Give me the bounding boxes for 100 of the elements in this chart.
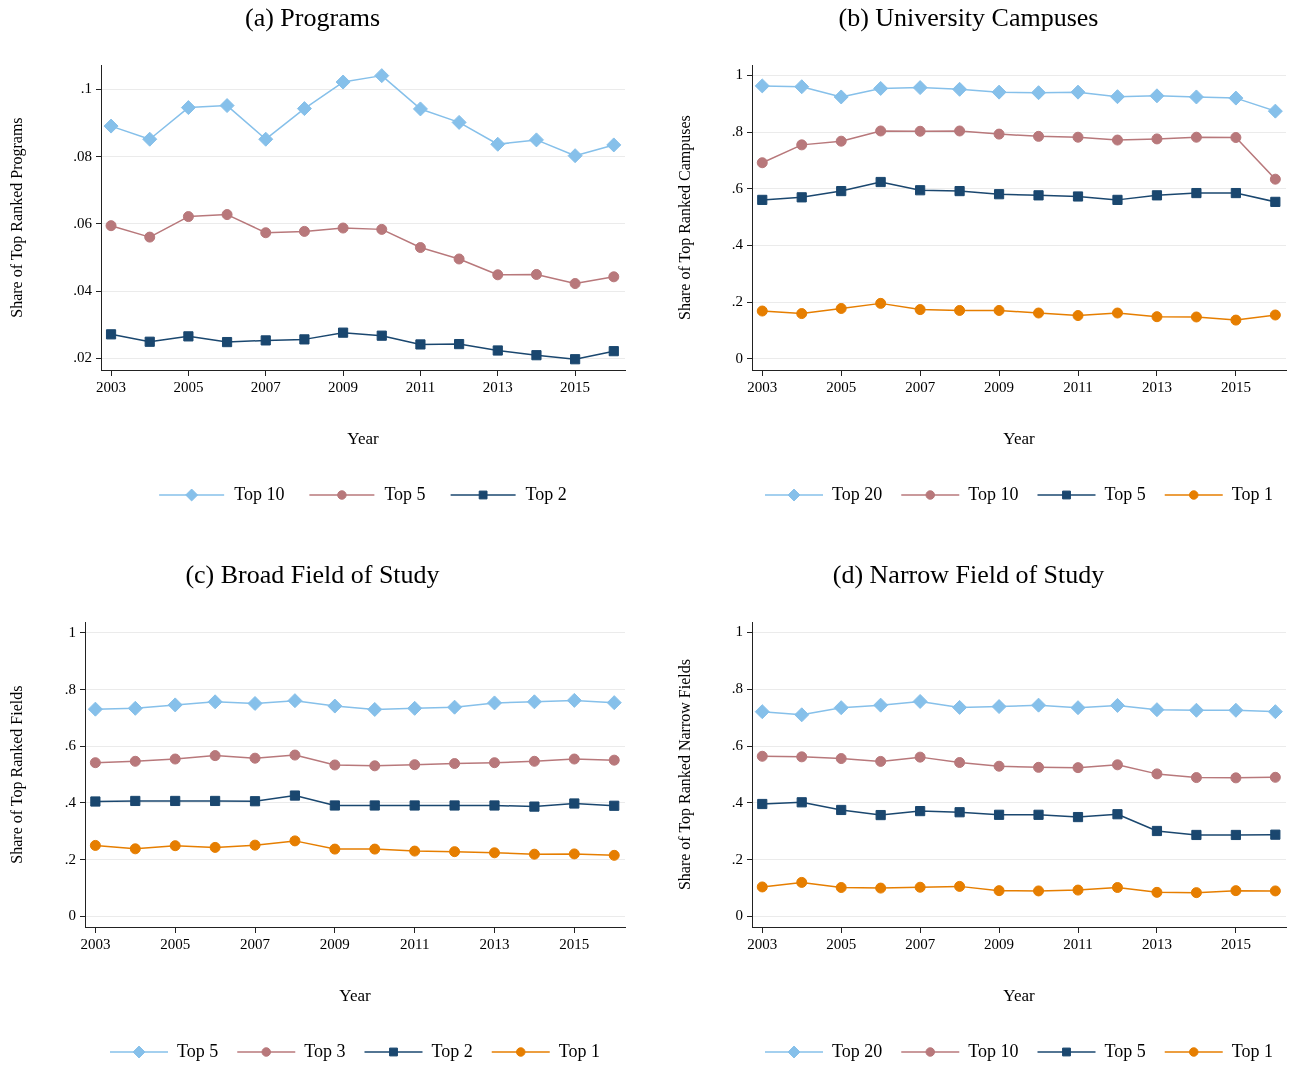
point [414, 242, 426, 254]
point [1190, 311, 1202, 323]
point [169, 753, 181, 765]
point [486, 695, 502, 711]
point [103, 118, 119, 134]
point [875, 809, 886, 821]
point [914, 881, 926, 893]
y-axis-title: Share of Top Ranked Narrow Fields [675, 659, 694, 891]
point [1151, 886, 1163, 898]
point [1112, 809, 1123, 820]
x-tick-label: 2007 [240, 935, 271, 952]
point [1269, 173, 1281, 185]
point [407, 700, 423, 716]
point [1230, 314, 1242, 326]
point [1031, 85, 1047, 101]
point [209, 841, 221, 853]
x-tick-label: 2005 [173, 378, 204, 395]
legend-label: Top 2 [431, 1040, 473, 1061]
point [754, 704, 770, 720]
point [954, 880, 966, 892]
y-tick-label: 1 [735, 66, 743, 83]
point [1190, 887, 1202, 899]
point [329, 759, 341, 771]
point [1149, 88, 1165, 104]
point [1267, 103, 1283, 119]
point [1070, 700, 1086, 716]
point [182, 211, 194, 223]
point [258, 131, 274, 147]
point [329, 843, 341, 855]
point [1230, 885, 1242, 897]
x-tick-label: 2009 [319, 935, 350, 952]
point [756, 305, 768, 317]
point [1151, 825, 1163, 837]
point [835, 882, 847, 894]
point [1033, 761, 1045, 773]
y-axis-title: Share of Top Ranked Campuses [675, 115, 694, 320]
point [249, 839, 261, 851]
point [1270, 196, 1281, 207]
point [569, 278, 581, 290]
point [875, 176, 886, 188]
point [412, 101, 428, 117]
point [489, 800, 500, 811]
point [374, 68, 390, 84]
point [528, 848, 540, 860]
point [526, 694, 542, 710]
point [915, 185, 926, 196]
x-axis-title: Year [339, 986, 371, 1006]
point [568, 753, 580, 765]
point [1269, 771, 1281, 783]
point [1072, 811, 1084, 823]
x-axis-title: Year [347, 429, 379, 449]
point [954, 125, 966, 137]
point [796, 797, 807, 808]
point [210, 795, 221, 807]
point [490, 136, 506, 152]
point [1072, 131, 1084, 143]
point [409, 800, 420, 811]
point [609, 800, 620, 811]
point [875, 755, 887, 767]
x-tick-label: 2015 [1220, 378, 1251, 395]
y-tick-label: .4 [64, 793, 77, 810]
legend-label: Top 10 [234, 483, 285, 504]
x-axis-title: Year [1003, 986, 1035, 1006]
y-tick-label: .2 [64, 850, 76, 867]
point [1269, 309, 1281, 321]
y-tick-label: .06 [73, 214, 93, 231]
point [296, 101, 312, 117]
point [993, 885, 1005, 897]
point [221, 209, 233, 221]
y-tick-label: .6 [731, 179, 744, 196]
point [142, 131, 158, 147]
point [606, 137, 622, 153]
point [183, 331, 194, 342]
point [287, 693, 303, 709]
x-tick-label: 2011 [1063, 935, 1093, 952]
point [1033, 885, 1045, 897]
point [1228, 702, 1244, 718]
point [260, 227, 272, 239]
point [260, 335, 271, 346]
point [129, 843, 141, 855]
point [1111, 307, 1123, 319]
point [1033, 307, 1045, 319]
point [1191, 829, 1202, 841]
point [1031, 697, 1047, 713]
point [796, 139, 808, 151]
point [169, 840, 181, 852]
point [329, 800, 340, 811]
point [1070, 84, 1086, 100]
y-tick-label: .6 [64, 737, 77, 754]
chart-title: (b) University Campuses [838, 3, 1099, 33]
point [757, 194, 768, 205]
point [796, 308, 808, 320]
point [409, 759, 421, 771]
point [836, 804, 847, 816]
y-axis-title: Share of Top Ranked Programs [7, 117, 26, 318]
point [912, 693, 928, 709]
y-tick-label: .04 [73, 282, 93, 299]
point [1190, 131, 1202, 143]
x-tick-label: 2011 [399, 935, 430, 952]
point [914, 304, 926, 316]
